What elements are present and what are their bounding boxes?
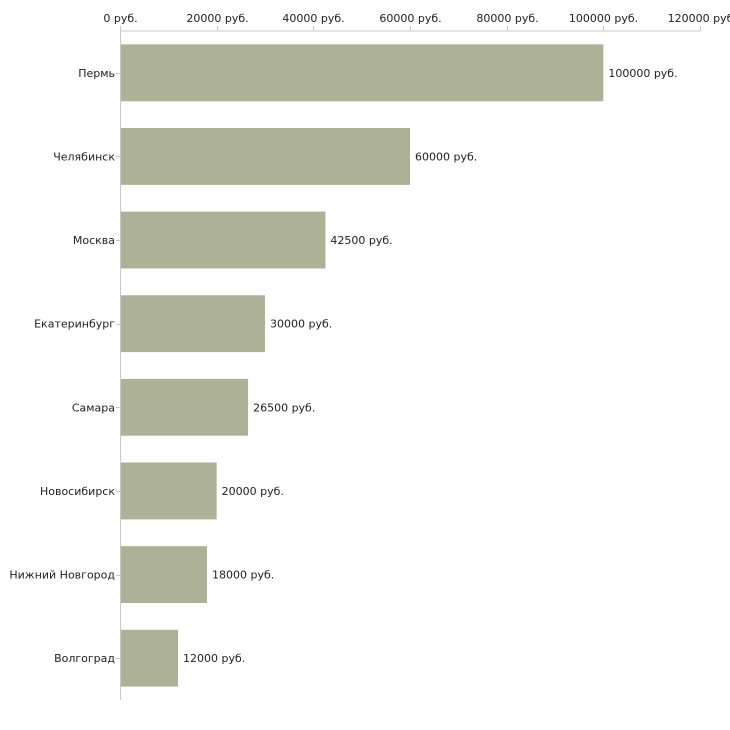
- bar: [121, 546, 207, 603]
- category-label: Екатеринбург: [34, 318, 115, 331]
- x-tick-label: 120000 руб: [668, 12, 730, 25]
- value-label: 12000 руб.: [183, 652, 245, 665]
- x-tick-label: 20000 руб.: [186, 12, 248, 25]
- bar: [121, 295, 265, 353]
- value-label: 100000 руб.: [608, 67, 677, 80]
- x-tick-label: 60000 руб.: [379, 12, 441, 25]
- value-label: 60000 руб.: [415, 150, 477, 163]
- category-label: Челябинск: [53, 150, 115, 163]
- bar: [121, 128, 410, 185]
- value-label: 30000 руб.: [270, 318, 332, 331]
- category-label: Волгоград: [54, 652, 115, 665]
- category-label: Нижний Новгород: [9, 569, 115, 582]
- bar: [121, 211, 326, 269]
- value-label: 18000 руб.: [212, 569, 274, 582]
- x-tick-label: 100000 руб.: [569, 12, 638, 25]
- bar: [121, 378, 249, 436]
- category-label: Новосибирск: [40, 485, 115, 498]
- x-axis: 0 руб. 20000 руб. 40000 руб. 60000 руб. 8000…: [103, 12, 730, 32]
- y-axis: Пермь Челябинск Москва Екатеринбург Самара Но…: [9, 31, 121, 700]
- x-tick-label: 0 руб.: [103, 12, 137, 25]
- category-label: Пермь: [78, 67, 115, 80]
- bar: [121, 629, 178, 687]
- value-label: 42500 руб.: [330, 234, 392, 247]
- value-label: 26500 руб.: [253, 401, 315, 414]
- value-labels: 100000 руб. 60000 руб. 42500 руб. 30000 руб…: [183, 67, 678, 665]
- bar: [121, 462, 217, 520]
- value-label: 20000 руб.: [222, 485, 284, 498]
- x-tick-label: 80000 руб.: [476, 12, 538, 25]
- category-label: Самара: [72, 401, 115, 414]
- category-label: Москва: [73, 234, 115, 247]
- x-tick-label: 40000 руб.: [282, 12, 344, 25]
- bar: [121, 44, 604, 102]
- bars: [121, 44, 604, 687]
